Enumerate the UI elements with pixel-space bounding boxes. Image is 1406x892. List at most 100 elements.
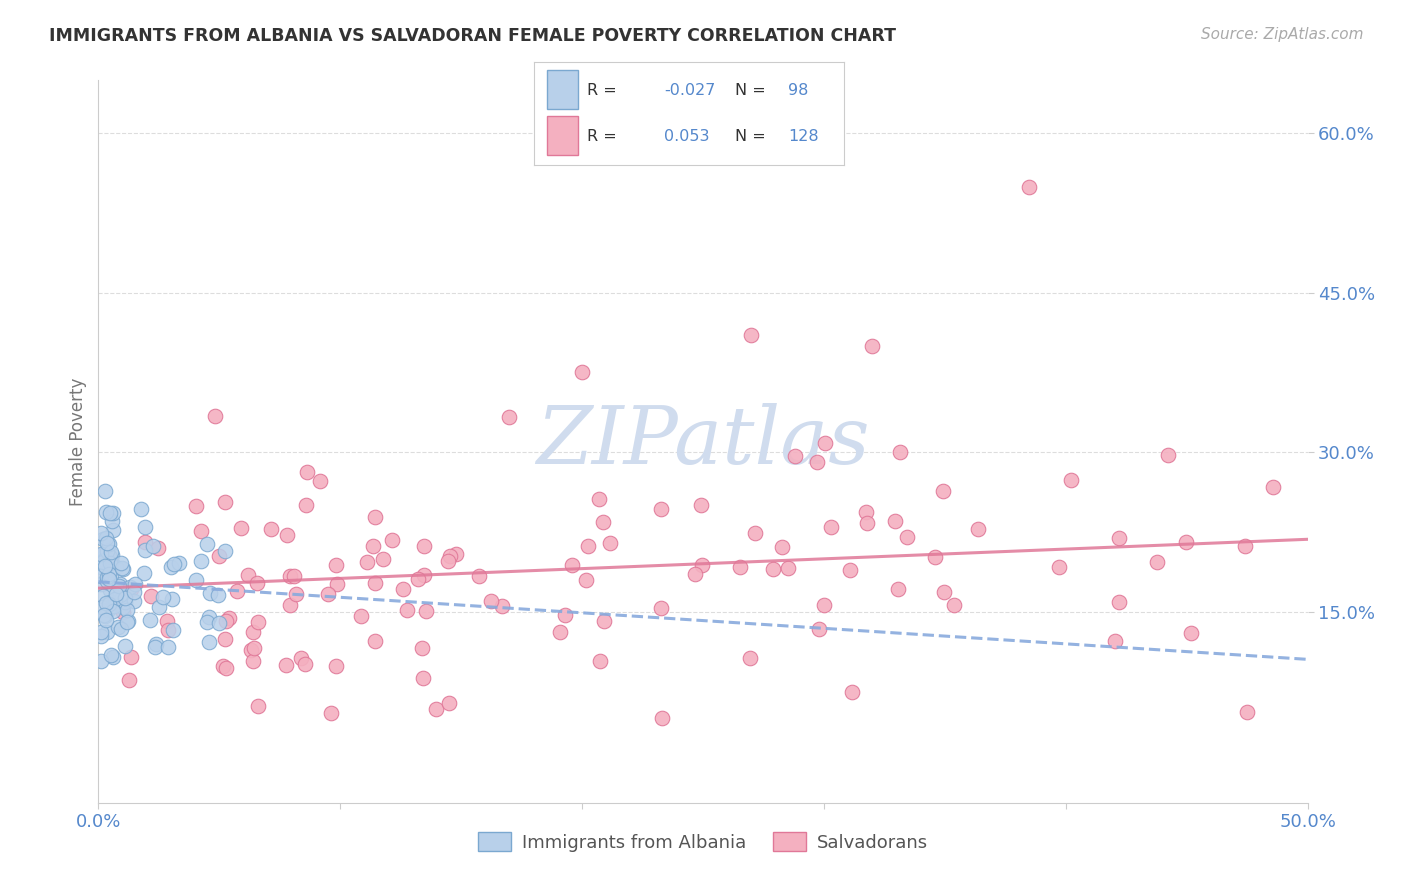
Point [437, 697, 460, 711]
Point [195, 615, 218, 629]
Point [94, 558, 117, 573]
Text: 98: 98 [787, 83, 808, 97]
Point [325, 558, 347, 572]
Point [148, 600, 170, 615]
Point [142, 540, 165, 554]
Point [246, 615, 269, 629]
Text: 128: 128 [787, 128, 818, 144]
Point [134, 566, 156, 581]
Point [198, 585, 221, 599]
Point [94, 596, 117, 610]
Point [276, 528, 298, 542]
Point [98, 556, 121, 570]
Point [100, 553, 122, 567]
Point [392, 582, 415, 596]
Point [215, 614, 238, 628]
Point [98, 594, 121, 608]
Text: N =: N = [735, 83, 766, 97]
Point [169, 557, 191, 571]
Point [575, 573, 598, 587]
Point [120, 582, 142, 596]
Point [139, 589, 162, 603]
Point [94, 613, 117, 627]
Point [105, 560, 128, 574]
Point [285, 587, 308, 601]
Point [406, 573, 429, 587]
Point [100, 564, 122, 578]
Point [498, 410, 520, 425]
Point [316, 587, 339, 601]
Point [364, 575, 387, 590]
Text: R =: R = [586, 128, 617, 144]
Point [139, 613, 162, 627]
Point [96, 544, 118, 558]
Point [115, 603, 138, 617]
Point [96, 574, 118, 589]
Point [1104, 634, 1126, 648]
Point [124, 576, 146, 591]
Point [91, 599, 114, 614]
Point [860, 339, 883, 353]
Point [208, 615, 231, 630]
Point [114, 595, 136, 609]
Point [118, 673, 141, 687]
Text: -0.027: -0.027 [664, 83, 716, 97]
Point [236, 568, 259, 582]
Point [690, 498, 713, 512]
Point [212, 658, 235, 673]
Point [1108, 595, 1130, 609]
Point [309, 474, 332, 488]
Point [381, 533, 404, 547]
Point [207, 588, 229, 602]
Point [143, 640, 166, 655]
Point [967, 522, 990, 536]
Point [100, 648, 122, 662]
Point [855, 505, 877, 519]
Point [163, 557, 186, 571]
Point [1175, 535, 1198, 549]
Point [120, 649, 142, 664]
Point [932, 483, 955, 498]
Point [114, 591, 136, 606]
Point [98, 549, 121, 564]
Point [94, 483, 117, 498]
Point [198, 610, 221, 624]
Point [226, 584, 249, 599]
Point [111, 561, 134, 575]
Point [278, 569, 301, 583]
Point [156, 640, 179, 654]
Point [91, 589, 114, 603]
Point [93, 608, 115, 623]
Point [806, 455, 828, 469]
Point [90, 629, 112, 643]
Point [157, 623, 180, 637]
Point [184, 574, 207, 588]
Point [101, 649, 124, 664]
Point [364, 634, 387, 648]
Point [103, 524, 125, 538]
Point [924, 550, 946, 565]
Point [90, 559, 112, 574]
Point [439, 549, 461, 563]
Point [101, 514, 124, 528]
Point [90, 526, 112, 541]
Point [1018, 179, 1040, 194]
Point [90, 547, 112, 561]
Point [122, 585, 145, 599]
Point [425, 702, 447, 716]
Text: N =: N = [735, 128, 766, 144]
Point [889, 444, 911, 458]
Point [110, 556, 132, 570]
Point [593, 614, 616, 628]
Point [1234, 539, 1257, 553]
Point [242, 625, 264, 640]
Point [118, 580, 141, 594]
Point [115, 615, 138, 629]
Point [883, 514, 905, 528]
Point [247, 698, 270, 713]
Point [111, 605, 134, 619]
Point [90, 577, 112, 591]
Point [599, 536, 621, 550]
FancyBboxPatch shape [547, 70, 578, 109]
Point [770, 540, 793, 554]
